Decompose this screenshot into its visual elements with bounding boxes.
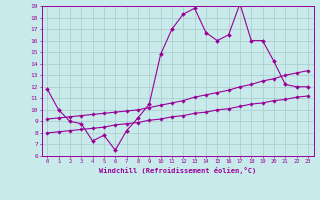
X-axis label: Windchill (Refroidissement éolien,°C): Windchill (Refroidissement éolien,°C) [99,167,256,174]
